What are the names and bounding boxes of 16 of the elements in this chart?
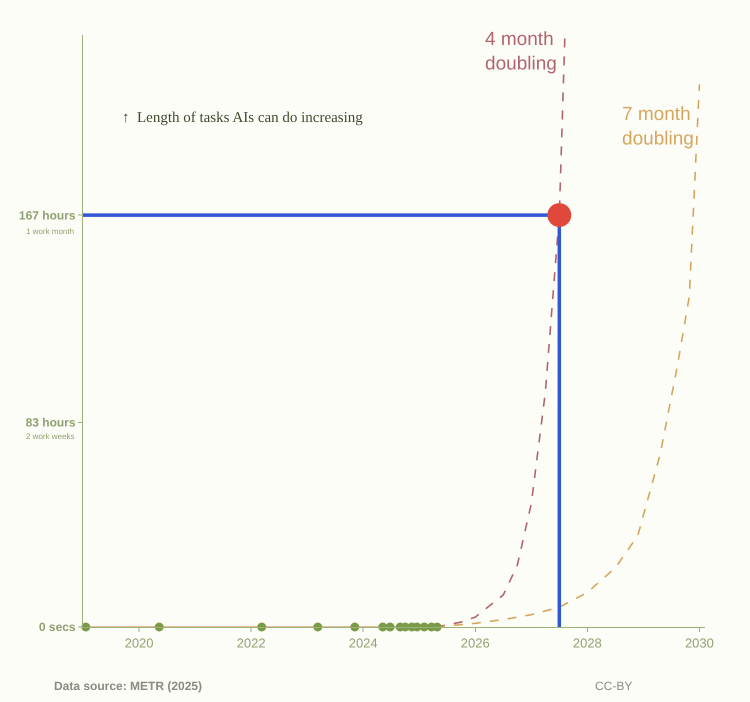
text: 2 work weeks: [26, 432, 74, 441]
x-tick-label: 2030: [684, 636, 714, 651]
text: CC-BY: [595, 679, 632, 693]
y-tick-label: 0 secs: [38, 620, 76, 634]
x-tick-label: 2028: [572, 636, 602, 651]
x-tick-label: 2026: [460, 636, 490, 651]
x-tick-label: 2020: [124, 636, 154, 651]
x-tick-label: 2022: [236, 636, 266, 651]
source-note: Data source: METR (2025): [54, 679, 202, 693]
y-tick-label: 83 hours: [26, 415, 76, 430]
annotation: ↑ Length of tasks AIs can do increasing: [122, 110, 364, 126]
y-tick-label: 167 hours: [18, 208, 76, 222]
annotation: 4 month doubling: [485, 29, 557, 75]
x-tick-label: 2024: [348, 636, 378, 651]
annotation: 7 month doubling: [622, 104, 694, 150]
text: 1 work month: [26, 227, 74, 236]
